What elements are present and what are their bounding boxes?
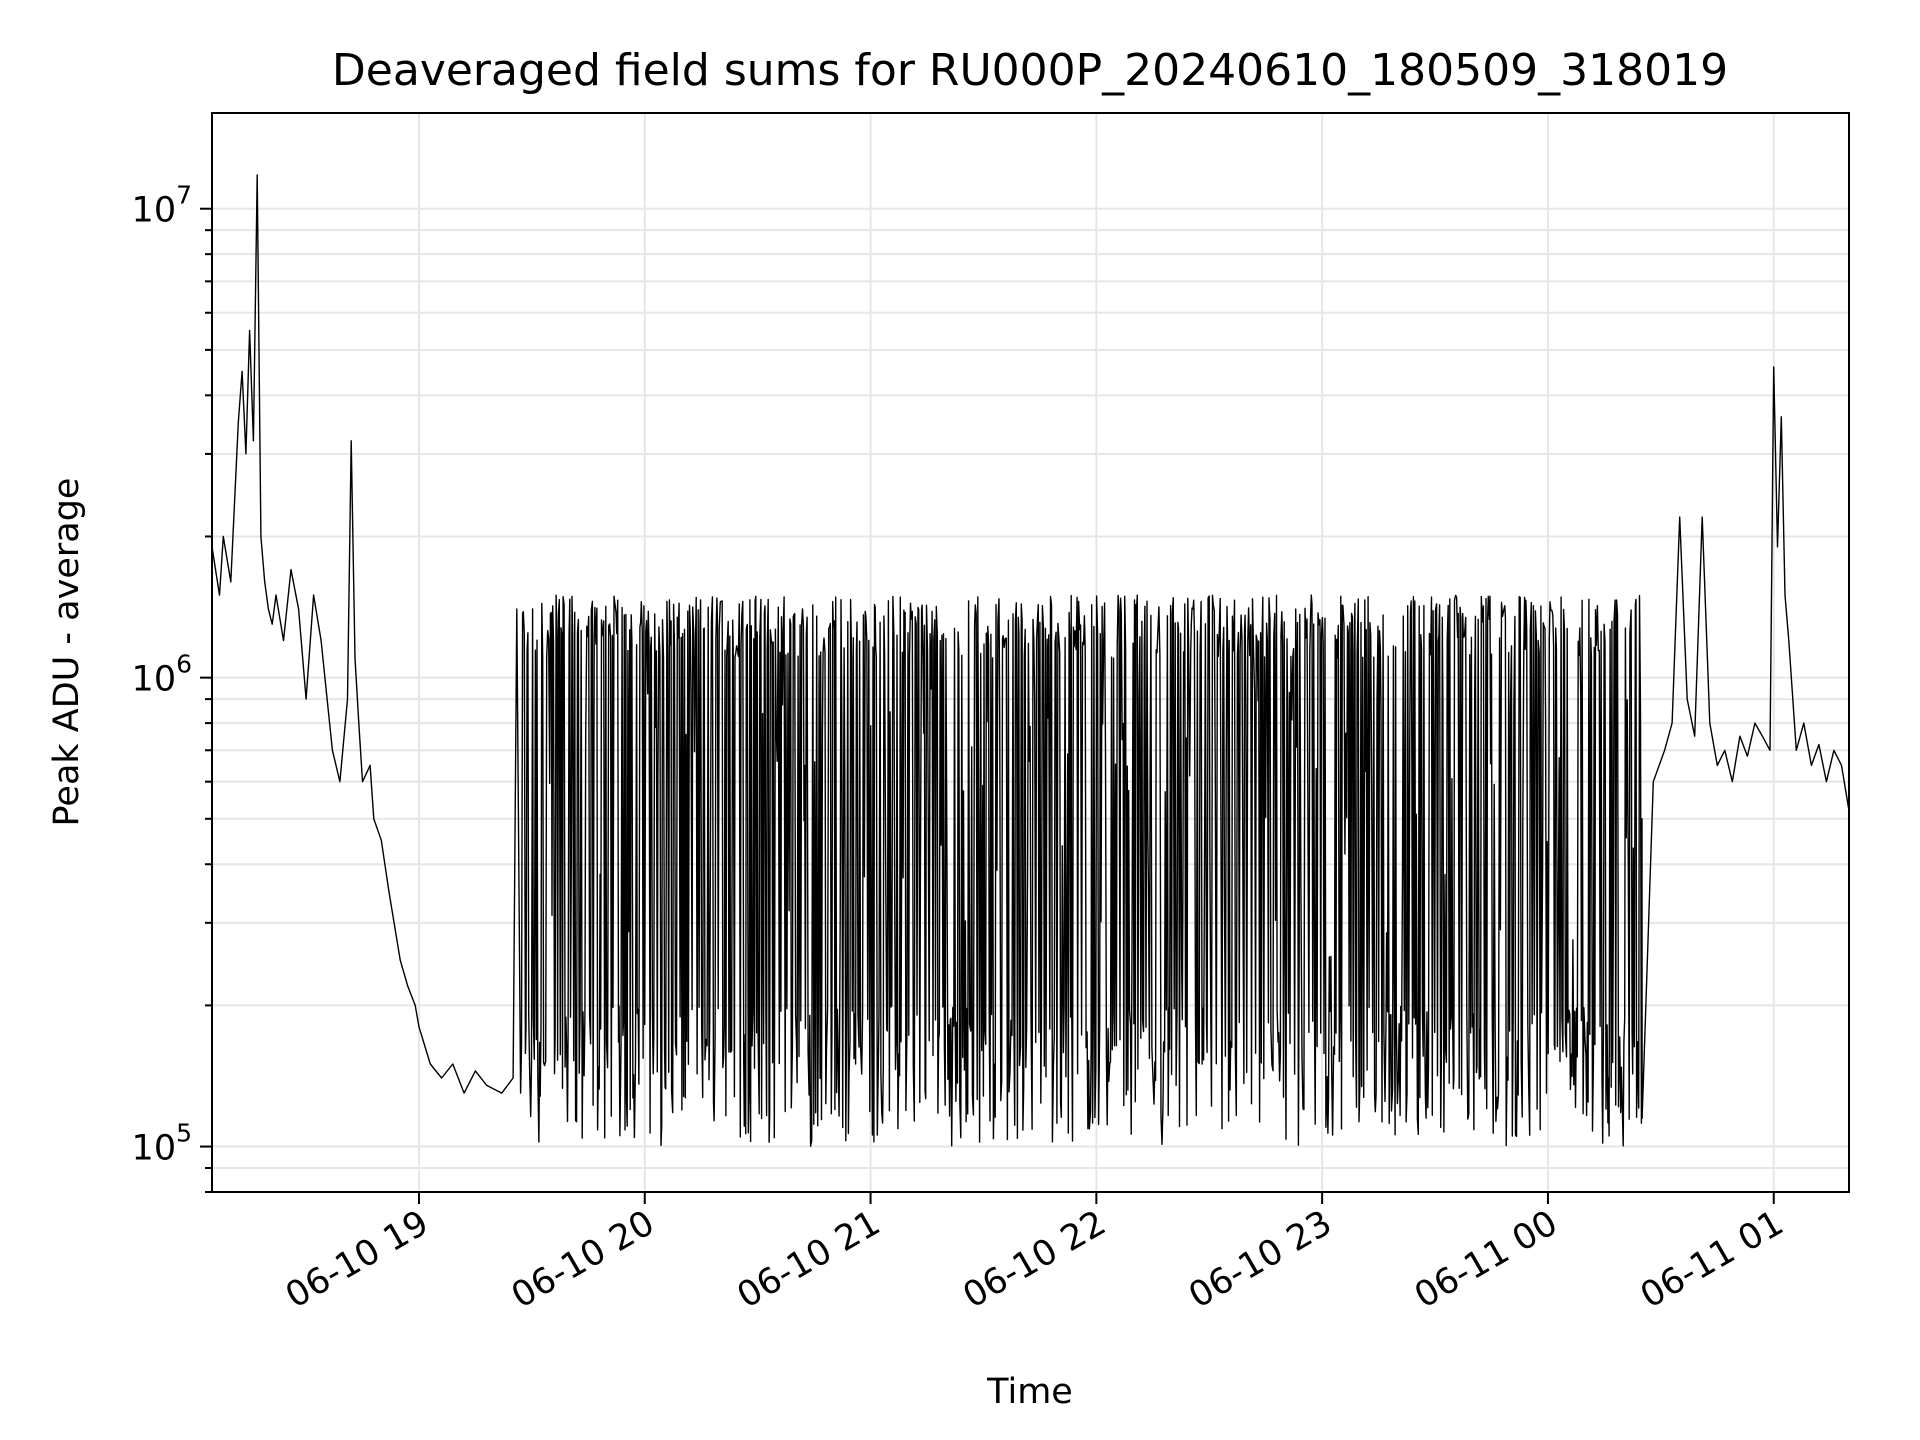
y-tick-label-base: 10 bbox=[132, 191, 177, 231]
x-axis-label: Time bbox=[986, 1372, 1073, 1412]
y-tick-label: 105 bbox=[132, 1119, 192, 1169]
y-axis-label: Peak ADU - average bbox=[47, 478, 87, 827]
y-tick-label-exponent: 7 bbox=[176, 181, 192, 210]
y-tick-label-base: 10 bbox=[132, 660, 177, 700]
y-tick-label-exponent: 5 bbox=[176, 1119, 192, 1148]
series-line bbox=[211, 174, 1850, 1147]
y-tick-label-base: 10 bbox=[132, 1129, 177, 1169]
y-tick-label-exponent: 6 bbox=[176, 650, 192, 679]
chart-title: Deaveraged field sums for RU000P_2024061… bbox=[332, 45, 1728, 96]
y-tick-label: 106 bbox=[132, 650, 192, 700]
plot-frame bbox=[211, 112, 1850, 1193]
series-area bbox=[211, 174, 1850, 1147]
y-tick-label: 107 bbox=[132, 181, 192, 231]
